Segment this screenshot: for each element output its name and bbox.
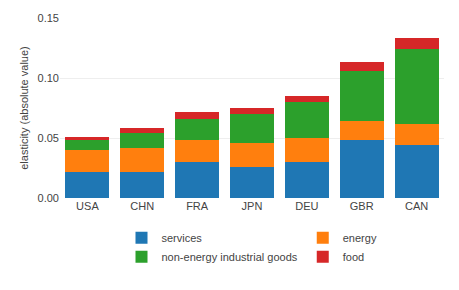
svg-text:GBR: GBR	[350, 200, 374, 212]
svg-text:CAN: CAN	[405, 200, 428, 212]
svg-text:CHN: CHN	[130, 200, 154, 212]
svg-text:0.15: 0.15	[38, 12, 59, 24]
svg-text:services: services	[162, 232, 203, 244]
svg-text:FRA: FRA	[186, 200, 209, 212]
svg-text:JPN: JPN	[242, 200, 263, 212]
svg-text:0.10: 0.10	[38, 72, 59, 84]
svg-text:food: food	[343, 251, 364, 263]
svg-text:non-energy industrial goods: non-energy industrial goods	[162, 251, 298, 263]
svg-text:energy: energy	[343, 232, 377, 244]
svg-text:0.00: 0.00	[38, 192, 59, 204]
svg-text:DEU: DEU	[295, 200, 318, 212]
svg-text:0.05: 0.05	[38, 132, 59, 144]
svg-text:elasticity (absolute value): elasticity (absolute value)	[18, 46, 30, 170]
svg-text:USA: USA	[76, 200, 99, 212]
